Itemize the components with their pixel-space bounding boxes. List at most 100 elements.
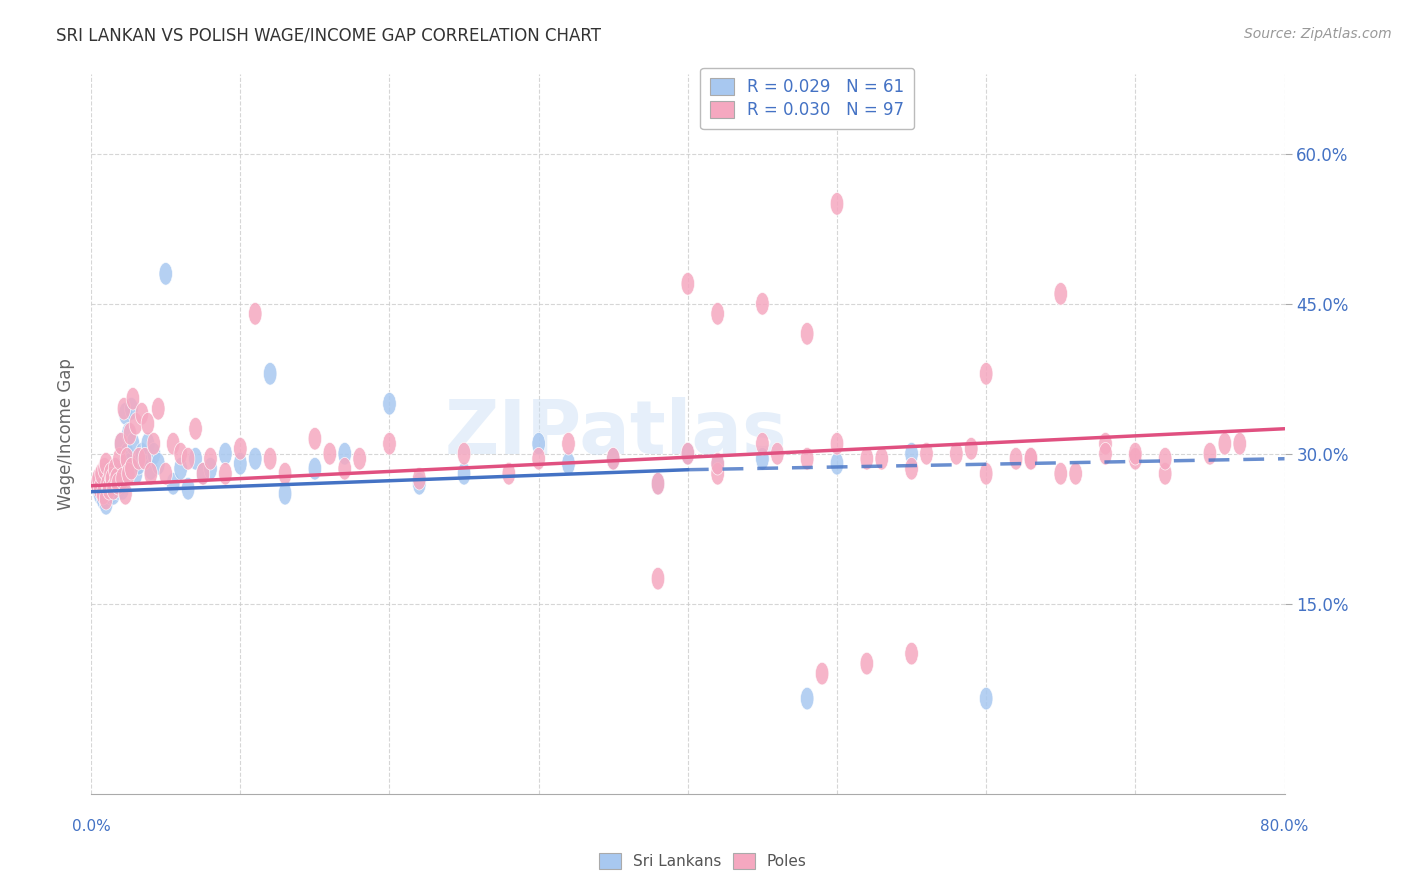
Ellipse shape [132, 452, 146, 475]
Ellipse shape [129, 462, 142, 485]
Ellipse shape [152, 398, 165, 420]
Ellipse shape [159, 462, 173, 485]
Ellipse shape [278, 483, 292, 505]
Ellipse shape [197, 462, 209, 485]
Ellipse shape [129, 412, 142, 435]
Ellipse shape [1129, 442, 1142, 465]
Ellipse shape [711, 452, 724, 475]
Ellipse shape [135, 402, 149, 425]
Ellipse shape [980, 462, 993, 485]
Ellipse shape [108, 467, 122, 490]
Legend: Sri Lankans, Poles: Sri Lankans, Poles [593, 847, 813, 875]
Ellipse shape [110, 458, 124, 480]
Ellipse shape [111, 473, 125, 495]
Ellipse shape [152, 452, 165, 475]
Ellipse shape [382, 433, 396, 455]
Ellipse shape [651, 473, 665, 495]
Ellipse shape [1233, 433, 1247, 455]
Ellipse shape [562, 433, 575, 455]
Ellipse shape [148, 442, 160, 465]
Ellipse shape [125, 458, 138, 480]
Ellipse shape [1024, 448, 1038, 470]
Ellipse shape [457, 442, 471, 465]
Ellipse shape [111, 477, 125, 500]
Ellipse shape [815, 662, 828, 685]
Ellipse shape [188, 448, 202, 470]
Ellipse shape [124, 423, 136, 445]
Ellipse shape [181, 448, 195, 470]
Ellipse shape [138, 448, 152, 470]
Text: SRI LANKAN VS POLISH WAGE/INCOME GAP CORRELATION CHART: SRI LANKAN VS POLISH WAGE/INCOME GAP COR… [56, 27, 602, 45]
Ellipse shape [112, 448, 127, 470]
Ellipse shape [1098, 442, 1112, 465]
Ellipse shape [108, 458, 122, 480]
Ellipse shape [323, 442, 336, 465]
Ellipse shape [1010, 448, 1022, 470]
Ellipse shape [98, 458, 111, 480]
Ellipse shape [115, 477, 129, 500]
Ellipse shape [502, 462, 516, 485]
Ellipse shape [125, 398, 138, 420]
Ellipse shape [104, 483, 117, 505]
Ellipse shape [204, 458, 218, 480]
Ellipse shape [1024, 448, 1038, 470]
Ellipse shape [114, 433, 128, 455]
Ellipse shape [831, 193, 844, 215]
Ellipse shape [1098, 433, 1112, 455]
Ellipse shape [905, 642, 918, 665]
Ellipse shape [831, 433, 844, 455]
Ellipse shape [308, 427, 322, 450]
Ellipse shape [159, 262, 173, 285]
Ellipse shape [531, 448, 546, 470]
Ellipse shape [118, 402, 132, 425]
Ellipse shape [711, 302, 724, 325]
Ellipse shape [103, 477, 115, 500]
Ellipse shape [681, 442, 695, 465]
Ellipse shape [97, 487, 110, 510]
Ellipse shape [197, 462, 209, 485]
Ellipse shape [105, 467, 118, 490]
Ellipse shape [97, 483, 110, 505]
Ellipse shape [94, 473, 108, 495]
Ellipse shape [800, 323, 814, 345]
Ellipse shape [949, 442, 963, 465]
Ellipse shape [875, 448, 889, 470]
Ellipse shape [755, 433, 769, 455]
Ellipse shape [107, 477, 121, 500]
Ellipse shape [100, 462, 112, 485]
Ellipse shape [120, 448, 134, 470]
Ellipse shape [100, 487, 112, 510]
Text: ZIPatlas: ZIPatlas [444, 397, 787, 470]
Ellipse shape [94, 462, 108, 485]
Ellipse shape [117, 467, 131, 490]
Ellipse shape [353, 448, 367, 470]
Ellipse shape [141, 433, 155, 455]
Ellipse shape [120, 442, 134, 465]
Ellipse shape [110, 467, 124, 490]
Ellipse shape [278, 462, 292, 485]
Ellipse shape [531, 433, 546, 455]
Ellipse shape [219, 442, 232, 465]
Ellipse shape [181, 477, 195, 500]
Ellipse shape [174, 442, 187, 465]
Ellipse shape [204, 448, 218, 470]
Ellipse shape [105, 467, 118, 490]
Text: 80.0%: 80.0% [1260, 819, 1309, 833]
Ellipse shape [90, 473, 104, 495]
Ellipse shape [166, 473, 180, 495]
Ellipse shape [104, 462, 117, 485]
Ellipse shape [100, 452, 112, 475]
Ellipse shape [980, 688, 993, 710]
Ellipse shape [1054, 462, 1067, 485]
Ellipse shape [337, 442, 352, 465]
Ellipse shape [114, 433, 128, 455]
Ellipse shape [122, 423, 135, 445]
Ellipse shape [174, 458, 187, 480]
Ellipse shape [651, 473, 665, 495]
Ellipse shape [337, 458, 352, 480]
Ellipse shape [148, 433, 160, 455]
Ellipse shape [905, 458, 918, 480]
Ellipse shape [103, 473, 115, 495]
Ellipse shape [118, 483, 132, 505]
Ellipse shape [138, 448, 152, 470]
